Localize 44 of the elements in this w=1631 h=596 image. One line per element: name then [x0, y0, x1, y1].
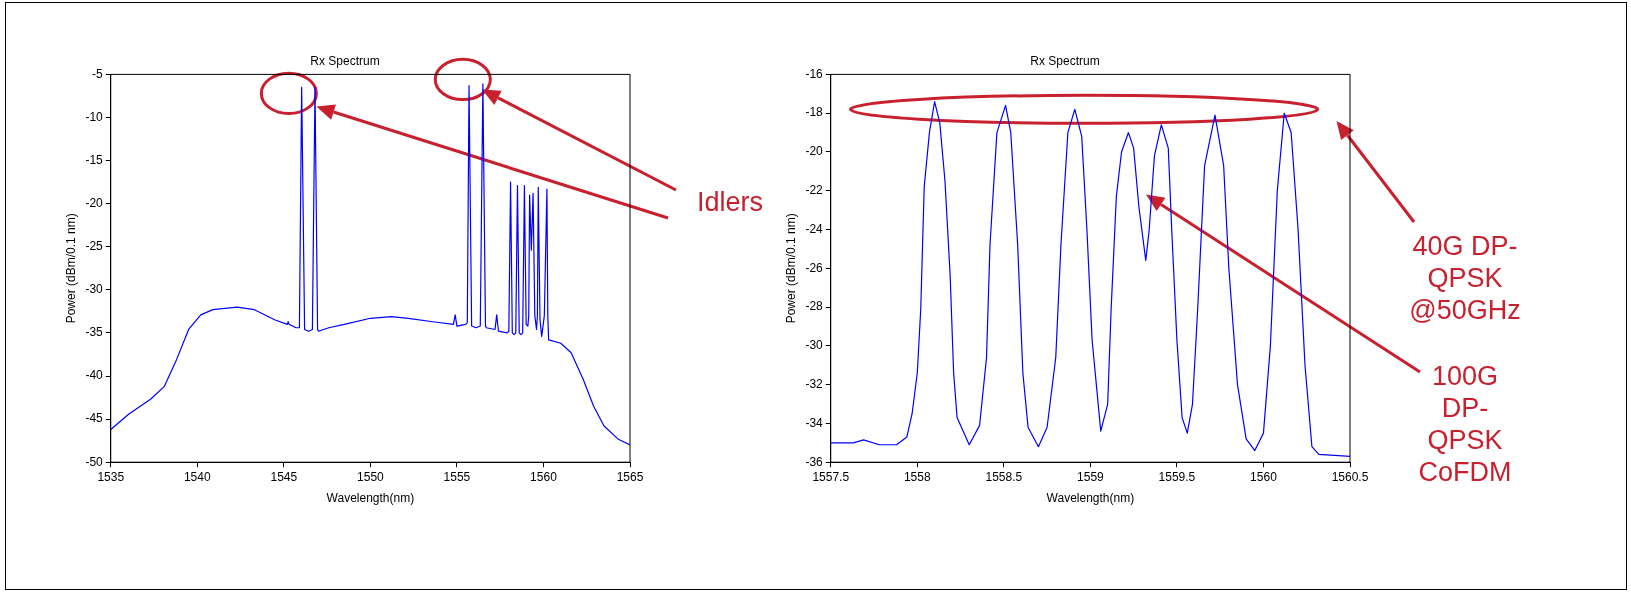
text: Idlers	[696, 186, 764, 218]
x-tick-label: 1557.5	[812, 469, 850, 484]
y-tick-label: -20	[85, 195, 104, 210]
x-tick-label: 1540	[183, 469, 211, 484]
x-tick-label: 1559.5	[1158, 469, 1196, 484]
y-tick-label: -30	[85, 282, 104, 297]
x-tick-label: 1560	[530, 469, 558, 484]
x-tick-label: 1558	[903, 469, 931, 484]
y-tick-label: -15	[85, 152, 104, 167]
x-axis-title: Wavelength(nm)	[326, 491, 415, 506]
y-tick-label: -50	[85, 454, 104, 469]
y-tick-label: -18	[805, 105, 824, 120]
y-axis-title: Power (dBm/0.1 nm)	[783, 213, 798, 324]
y-tick-label: -28	[805, 299, 824, 314]
y-tick-label: -10	[85, 109, 104, 124]
text: 100G DP-QPSK CoFDM	[1417, 360, 1513, 488]
y-tick-label: -26	[805, 260, 824, 275]
y-tick-label: -40	[85, 368, 104, 383]
y-tick-label: -22	[805, 183, 824, 198]
y-tick-label: -45	[85, 411, 104, 426]
y-tick-label: -32	[805, 376, 824, 391]
x-tick-label: 1559	[1077, 469, 1105, 484]
chart-title: Rx Spectrum	[1030, 53, 1100, 68]
x-tick-label: 1535	[97, 469, 125, 484]
y-tick-label: -35	[85, 325, 104, 340]
y-tick-label: -34	[805, 415, 824, 430]
y-tick-label: -24	[805, 221, 824, 236]
text: 40G DP-QPSK @50GHz	[1408, 230, 1522, 326]
x-axis-title: Wavelength(nm)	[1046, 491, 1135, 506]
x-tick-label: 1545	[270, 469, 298, 484]
x-tick-label: 1565	[616, 469, 644, 484]
x-tick-label: 1555	[443, 469, 471, 484]
x-tick-label: 1560.5	[1331, 469, 1369, 484]
x-tick-label: 1550	[357, 469, 385, 484]
y-tick-label: -25	[85, 239, 104, 254]
y-tick-label: -36	[805, 454, 824, 469]
chart-title: Rx Spectrum	[310, 53, 380, 68]
x-tick-label: 1558.5	[985, 469, 1023, 484]
y-axis-title: Power (dBm/0.1 nm)	[63, 213, 78, 324]
y-tick-label: -30	[805, 338, 824, 353]
y-tick-label: -20	[805, 144, 824, 159]
x-tick-label: 1560	[1250, 469, 1278, 484]
y-tick-label: -5	[92, 66, 104, 81]
y-tick-label: -16	[805, 66, 824, 81]
